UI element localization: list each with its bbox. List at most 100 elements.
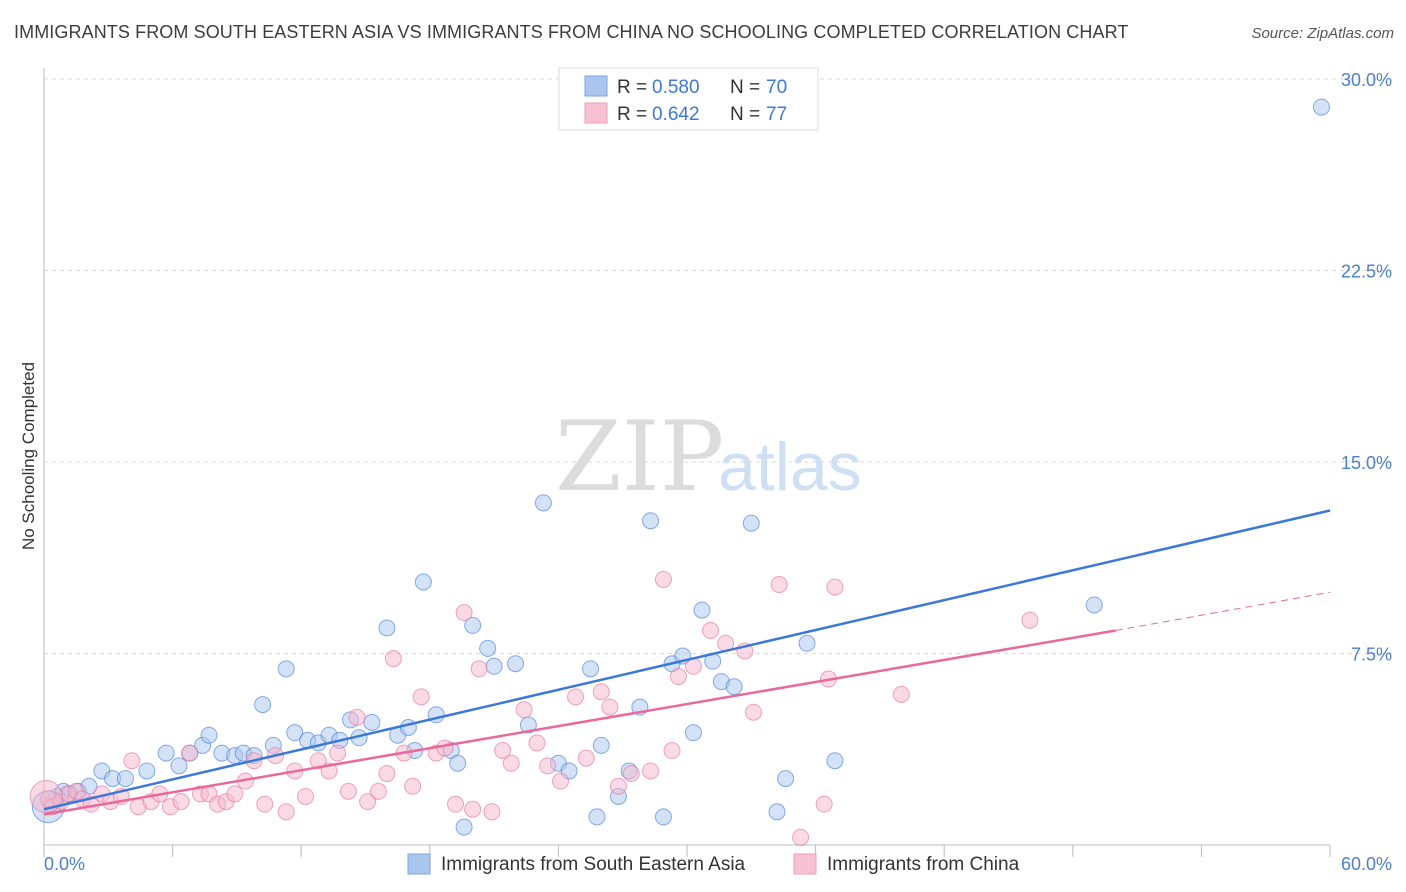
data-point-pink xyxy=(455,604,473,622)
data-point-pink xyxy=(702,622,720,640)
data-point-pink xyxy=(567,688,585,706)
data-point-pink xyxy=(552,772,570,790)
data-point-blue xyxy=(277,660,295,678)
bottom-legend-label-pink: Immigrants from China xyxy=(827,854,1020,875)
data-point-blue xyxy=(200,726,218,744)
legend-r-label-blue: R = xyxy=(617,77,647,98)
trend-line-pink xyxy=(43,629,1116,816)
data-point-blue xyxy=(1085,596,1103,614)
data-point-blue xyxy=(449,754,467,772)
data-point-pink xyxy=(309,752,327,770)
data-point-pink xyxy=(528,734,546,752)
data-point-blue xyxy=(157,744,175,762)
data-point-blue xyxy=(1312,98,1330,116)
legend-n-value-blue: 70 xyxy=(766,77,787,98)
data-point-pink xyxy=(515,701,533,719)
data-point-blue xyxy=(485,657,503,675)
data-point-blue xyxy=(592,736,610,754)
trend-lines xyxy=(43,509,1331,816)
axes xyxy=(43,68,1331,857)
data-point-pink xyxy=(256,795,274,813)
data-point-pink xyxy=(577,749,595,767)
data-point-blue xyxy=(642,512,660,530)
data-point-pink xyxy=(792,828,810,846)
y-tick-labels: 7.5% 15.0% 22.5% 30.0% xyxy=(1341,70,1392,665)
chart-title: IMMIGRANTS FROM SOUTH EASTERN ASIA VS IM… xyxy=(14,22,1129,42)
series-pink-points xyxy=(29,570,1039,846)
data-point-blue xyxy=(363,713,381,731)
data-point-pink xyxy=(601,698,619,716)
data-point-pink xyxy=(669,667,687,685)
data-point-pink xyxy=(622,765,640,783)
data-point-pink xyxy=(770,576,788,594)
y-tick-label: 15.0% xyxy=(1341,453,1392,473)
legend-r-value-blue: 0.580 xyxy=(652,77,700,98)
data-point-pink xyxy=(483,803,501,821)
y-tick-label: 30.0% xyxy=(1341,70,1392,90)
data-point-pink xyxy=(172,793,190,811)
data-point-blue xyxy=(507,655,525,673)
data-point-pink xyxy=(339,782,357,800)
data-point-pink xyxy=(348,708,366,726)
data-point-blue xyxy=(138,762,156,780)
legend-n-label-blue: N = xyxy=(730,77,760,98)
data-point-blue xyxy=(464,616,482,634)
x-tick-labels: 0.0% 60.0% xyxy=(44,854,1392,874)
data-point-pink xyxy=(663,742,681,760)
data-point-blue xyxy=(684,724,702,742)
bottom-legend: Immigrants from South Eastern Asia Immig… xyxy=(407,853,1020,875)
data-point-pink xyxy=(464,800,482,818)
data-point-pink xyxy=(359,793,377,811)
data-point-pink xyxy=(369,782,387,800)
data-point-pink xyxy=(29,779,63,813)
source-label: Source: ZipAtlas.com xyxy=(1251,25,1394,42)
data-point-blue xyxy=(116,770,134,788)
data-point-pink xyxy=(654,570,672,588)
data-point-pink xyxy=(378,765,396,783)
legend-n-label-pink: N = xyxy=(730,104,760,125)
data-point-blue xyxy=(654,808,672,826)
data-point-blue xyxy=(455,818,473,836)
data-point-pink xyxy=(892,685,910,703)
data-point-blue xyxy=(582,660,600,678)
data-point-pink xyxy=(592,683,610,701)
data-point-blue xyxy=(777,770,795,788)
data-point-blue xyxy=(534,494,552,512)
data-point-blue xyxy=(588,808,606,826)
bottom-legend-swatch-blue xyxy=(407,853,431,875)
data-point-pink xyxy=(744,703,762,721)
data-point-pink xyxy=(1021,611,1039,629)
grid-lines xyxy=(44,78,1392,654)
y-tick-label: 7.5% xyxy=(1351,645,1392,665)
data-point-pink xyxy=(296,787,314,805)
data-point-blue xyxy=(479,639,497,657)
data-point-pink xyxy=(642,762,660,780)
data-point-blue xyxy=(798,634,816,652)
x-tick-label: 60.0% xyxy=(1341,854,1392,874)
data-point-pink xyxy=(815,795,833,813)
legend: R = 0.580 N = 70 R = 0.642 N = 77 xyxy=(558,67,819,131)
data-point-pink xyxy=(470,660,488,678)
data-point-pink xyxy=(609,777,627,795)
data-point-blue xyxy=(399,719,417,737)
data-point-pink xyxy=(826,578,844,596)
data-point-pink xyxy=(436,739,454,757)
watermark: ZIP atlas xyxy=(555,401,862,513)
legend-n-value-pink: 77 xyxy=(766,104,787,125)
data-point-blue xyxy=(378,619,396,637)
bottom-legend-label-blue: Immigrants from South Eastern Asia xyxy=(441,854,746,875)
data-point-blue xyxy=(170,757,188,775)
legend-r-label-pink: R = xyxy=(617,104,647,125)
trend-line-blue xyxy=(43,509,1331,811)
data-point-blue xyxy=(414,573,432,591)
x-tick-label: 0.0% xyxy=(44,854,85,874)
data-point-blue xyxy=(742,514,760,532)
watermark-zip: ZIP xyxy=(555,401,724,513)
data-point-pink xyxy=(226,785,244,803)
watermark-atlas: atlas xyxy=(718,429,862,505)
data-point-pink xyxy=(277,803,295,821)
y-tick-label: 22.5% xyxy=(1341,262,1392,282)
data-point-pink xyxy=(447,795,465,813)
data-point-pink xyxy=(404,777,422,795)
